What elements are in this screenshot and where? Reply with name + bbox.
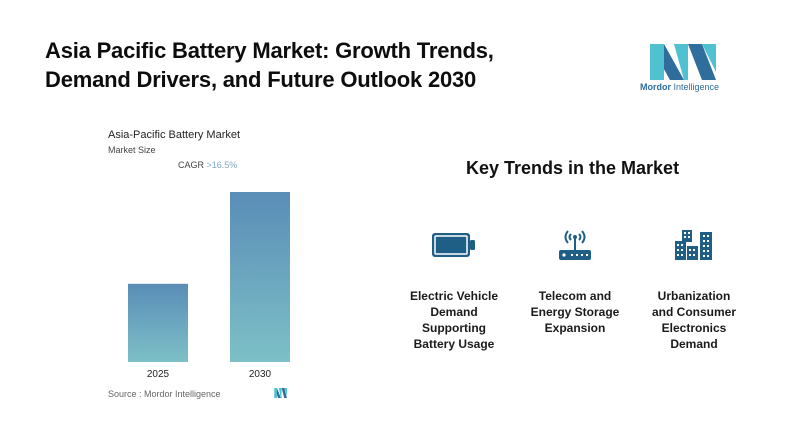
brand-name-bold: Mordor	[640, 82, 671, 92]
source-note: Source : Mordor Intelligence	[108, 389, 221, 399]
brand-name: Mordor Intelligence	[640, 82, 719, 92]
chart-title: Asia-Pacific Battery Market	[108, 129, 241, 141]
brand-name-rest: Intelligence	[671, 82, 720, 92]
bar-chart: 2025 2030	[128, 192, 290, 380]
source-logo-icon	[274, 388, 287, 398]
bar-2025	[128, 283, 188, 362]
trend-label-line: Electronics	[661, 321, 727, 335]
bar-2030	[230, 192, 290, 362]
page-title: Asia Pacific Battery Market: Growth Tren…	[45, 36, 494, 94]
page-title-line-2: Demand Drivers, and Future Outlook 2030	[45, 67, 477, 92]
trend-label-line: Energy Storage	[530, 305, 620, 319]
mordor-intelligence-logo-icon	[650, 44, 716, 80]
key-trends-title: Key Trends in the Market	[466, 158, 680, 178]
trend-label-line: Expansion	[544, 321, 606, 335]
x-tick-label-2025: 2025	[147, 369, 170, 380]
trend-label-line: Urbanization	[657, 289, 731, 303]
chart-subtitle: Market Size	[108, 145, 156, 155]
trend-label-line: Demand	[670, 337, 718, 351]
x-tick-label-2030: 2030	[249, 369, 272, 380]
cagr-label: CAGR	[178, 160, 205, 170]
trend-label-line: Battery Usage	[413, 337, 495, 351]
trend-item-telecom: Telecom and Energy Storage Expansion	[515, 228, 635, 336]
trend-label-line: Telecom and	[538, 289, 612, 303]
city-buildings-icon	[675, 230, 712, 260]
trend-label-line: Demand	[430, 305, 478, 319]
trend-label-line: and Consumer	[651, 305, 736, 319]
trend-label: Telecom and Energy Storage Expansion	[515, 288, 635, 336]
trend-label: Electric Vehicle Demand Supporting Batte…	[394, 288, 514, 352]
trend-item-ev: Electric Vehicle Demand Supporting Batte…	[394, 228, 514, 352]
trend-label-line: Electric Vehicle	[409, 289, 499, 303]
trend-label-line: Supporting	[422, 321, 486, 335]
cagr-annotation: CAGR >16.5%	[178, 160, 237, 170]
trend-item-urbanization: Urbanization and Consumer Electronics De…	[634, 228, 754, 352]
page-title-line-1: Asia Pacific Battery Market: Growth Tren…	[45, 38, 494, 63]
battery-icon	[432, 233, 475, 257]
cagr-value: >16.5%	[206, 160, 238, 170]
trend-label: Urbanization and Consumer Electronics De…	[634, 288, 754, 352]
router-antenna-icon	[559, 230, 591, 260]
